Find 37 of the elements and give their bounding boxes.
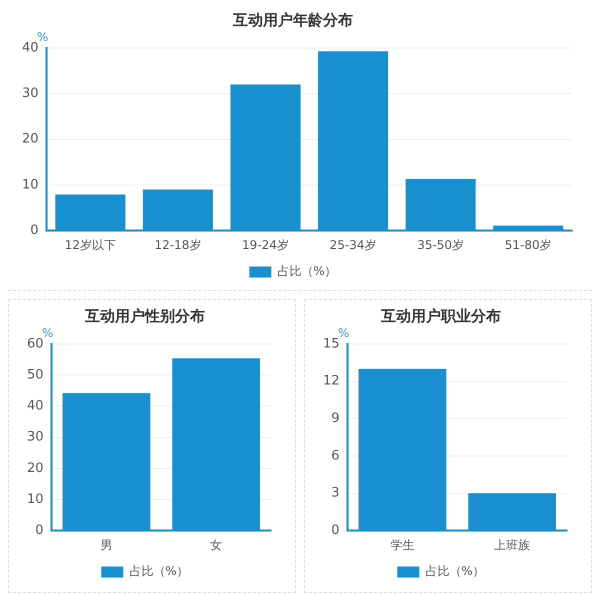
y-tick-label: 15 <box>322 336 340 352</box>
y-tick-label: 30 <box>22 86 39 102</box>
y-tick-label: 10 <box>22 177 39 192</box>
y-tick-label: 60 <box>26 336 44 352</box>
legend-label: 占比（%） <box>425 564 485 578</box>
x-tick-label: 女 <box>210 538 222 552</box>
y-tick-label: 10 <box>26 492 44 507</box>
x-tick-label: 上班族 <box>494 538 530 552</box>
chart-title: 互动用户性别分布 <box>84 306 205 325</box>
x-tick-label: 12-18岁 <box>154 238 202 252</box>
x-tick-label: 25-34岁 <box>330 238 376 252</box>
y-tick-label: 40 <box>26 398 44 414</box>
y-tick-label: 20 <box>22 132 39 147</box>
y-axis-title: % <box>36 30 48 44</box>
y-tick-label: 6 <box>331 448 340 464</box>
chart-title: 互动用户职业分布 <box>380 306 501 325</box>
y-tick-label: 50 <box>26 367 44 382</box>
y-tick-label: 9 <box>331 411 340 426</box>
y-tick-label: 3 <box>331 486 340 501</box>
y-tick-label: 0 <box>331 522 340 538</box>
x-tick-label: 19-24岁 <box>242 238 289 252</box>
y-tick-label: 0 <box>35 522 44 538</box>
x-tick-label: 51-80岁 <box>504 238 552 252</box>
y-tick-label: 40 <box>22 40 39 56</box>
y-axis-title: % <box>42 326 54 340</box>
y-tick-label: 20 <box>26 460 44 476</box>
y-tick-label: 30 <box>26 430 44 445</box>
x-tick-label: 学生 <box>390 538 414 552</box>
legend-label: 占比（%） <box>129 564 189 578</box>
x-tick-label: 12岁以下 <box>64 238 116 252</box>
legend-label: 占比（%） <box>277 264 337 278</box>
y-tick-label: 0 <box>30 222 39 238</box>
x-tick-label: 男 <box>100 538 112 552</box>
y-axis-title: % <box>338 326 350 340</box>
y-tick-label: 12 <box>322 374 340 389</box>
chart-title: 互动用户年龄分布 <box>232 10 353 29</box>
x-tick-label: 35-50岁 <box>417 238 464 252</box>
